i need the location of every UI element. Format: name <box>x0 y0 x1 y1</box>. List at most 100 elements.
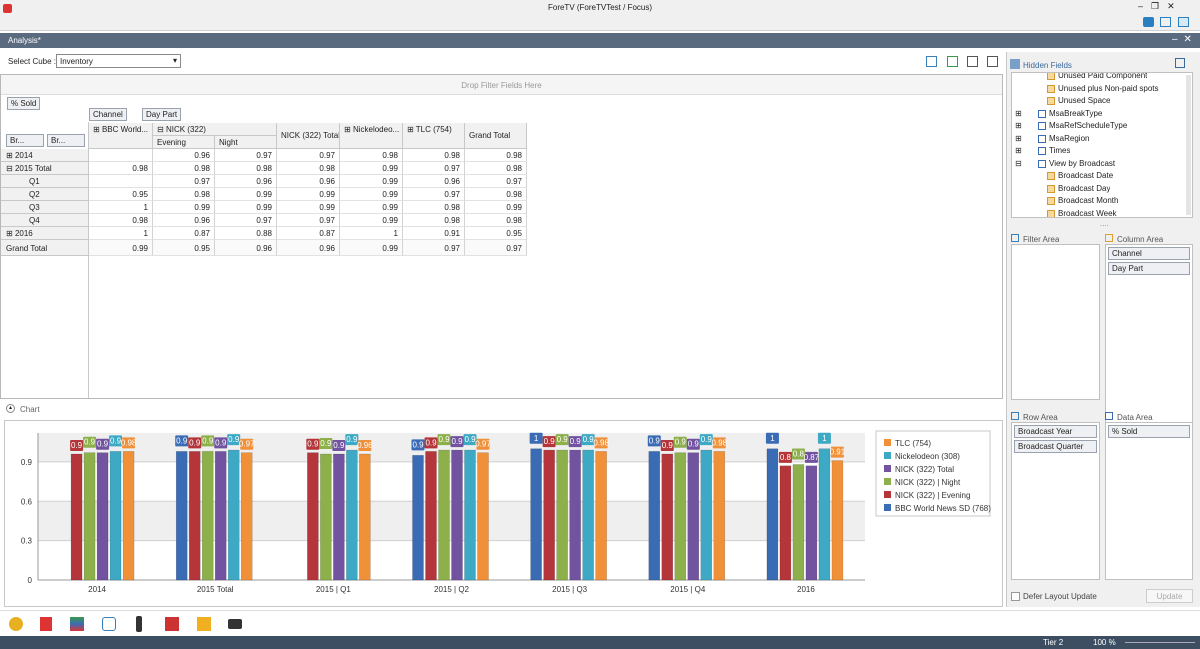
icon[interactable] <box>40 617 52 631</box>
value-label: 0.9 <box>544 437 556 446</box>
field-item[interactable]: Broadcast Week <box>1058 208 1117 218</box>
icon[interactable] <box>947 56 958 67</box>
row-field-button[interactable]: Br... <box>47 134 85 147</box>
layout-menu[interactable] <box>1175 58 1185 68</box>
column-field-button[interactable]: Day Part <box>142 108 182 121</box>
icon[interactable] <box>987 56 998 67</box>
area-icon <box>1105 412 1113 420</box>
pivot-cell: 0.98 <box>89 214 153 227</box>
field-item[interactable]: Broadcast Date <box>1058 171 1114 180</box>
update-button[interactable]: Update <box>1146 589 1193 603</box>
data-field-button[interactable]: % Sold <box>7 97 41 110</box>
pivot-cell: 0.96 <box>215 175 277 188</box>
zoom-slider[interactable] <box>1125 642 1195 643</box>
field-item[interactable]: Broadcast Day <box>1058 183 1111 193</box>
expander[interactable]: ⊞ <box>407 125 416 134</box>
bar <box>818 448 831 581</box>
column-field-button[interactable]: Channel <box>89 108 127 121</box>
value-label-box <box>201 435 215 447</box>
help-icon[interactable] <box>1143 17 1154 27</box>
value-label: 0.98 <box>711 438 727 447</box>
bar <box>83 452 96 581</box>
pivot-cell: 0.99 <box>340 214 403 227</box>
pivot-cell: 0.87 <box>153 227 215 240</box>
value-label-box <box>109 435 123 447</box>
value-label-box <box>175 435 189 447</box>
cube-select[interactable]: Inventory ▾ <box>56 54 181 68</box>
sub-header: Evening <box>153 136 215 149</box>
icon[interactable] <box>9 617 23 631</box>
value-label: 0.9 <box>557 435 569 444</box>
field-item[interactable]: Unused plus Non-paid spots <box>1058 83 1159 93</box>
layout-icon[interactable] <box>1160 17 1171 27</box>
value-label: 0.9 <box>649 436 661 445</box>
defer-checkbox[interactable] <box>1011 592 1020 601</box>
expander[interactable]: ⊞ <box>1015 146 1022 155</box>
icon[interactable] <box>967 56 978 67</box>
icon[interactable] <box>197 617 211 631</box>
expander[interactable]: ⊞ <box>1015 108 1022 118</box>
expander[interactable]: ⊞ <box>93 125 102 134</box>
expander[interactable]: ⊞ <box>344 125 353 134</box>
field-item[interactable]: View by Broadcast <box>1049 158 1116 168</box>
icon[interactable] <box>165 617 179 631</box>
pivot-cell <box>89 149 153 162</box>
icon[interactable] <box>70 617 84 631</box>
field-item[interactable]: MsaBreakType <box>1049 108 1103 118</box>
field-item[interactable]: Broadcast Month <box>1058 196 1119 205</box>
expander[interactable]: ⊟ <box>1015 158 1022 168</box>
area-field-button[interactable]: Broadcast Year <box>1014 425 1097 438</box>
grid-icon[interactable] <box>1178 17 1189 27</box>
icon[interactable] <box>926 56 937 67</box>
header-text: BBC World... <box>101 125 149 134</box>
row-field-button[interactable]: Br... <box>6 134 44 147</box>
value-label: 0.91 <box>830 448 846 457</box>
expander[interactable]: ⊞ <box>1015 121 1022 130</box>
column-header: ⊞ Nickelodeo... <box>340 123 403 149</box>
scrollbar[interactable] <box>1186 75 1191 215</box>
field-item[interactable]: Unused Space <box>1058 96 1111 105</box>
chart-panel-label: Chart <box>20 405 40 414</box>
pivot-cell: 0.97 <box>465 175 527 188</box>
area-field-button[interactable]: % Sold <box>1108 425 1190 438</box>
field-item[interactable]: MsaRefScheduleType <box>1049 121 1128 130</box>
value-label: 0.9 <box>425 438 437 447</box>
tab-title[interactable]: Analysis* <box>8 36 41 45</box>
collapse-icon[interactable]: ▴ <box>6 404 15 413</box>
expander[interactable]: ⊟ <box>6 164 15 173</box>
field-item[interactable]: Unused Paid Component <box>1058 72 1148 80</box>
field-item[interactable]: MsaRegion <box>1049 133 1090 143</box>
bar <box>464 449 476 581</box>
bar <box>201 451 214 581</box>
expander[interactable]: ⊞ <box>6 229 15 238</box>
value-label-box <box>411 439 425 451</box>
window-controls[interactable]: –❐✕ <box>1138 1 1183 11</box>
pivot-cell: 0.97 <box>215 214 277 227</box>
row-label: Grand Total <box>6 244 48 253</box>
pivot-cell: 1 <box>89 227 153 240</box>
row-header: ⊞ 2016 <box>1 227 89 240</box>
legend-swatch <box>884 439 891 446</box>
icon[interactable] <box>228 619 242 629</box>
area-field-button[interactable]: Broadcast Quarter <box>1014 440 1097 453</box>
field-list-panel: Hidden Fields Unused Paid Component Unuse… <box>1006 52 1200 607</box>
tab-bar: Analysis* –✕ <box>0 33 1200 48</box>
tab-controls[interactable]: –✕ <box>1172 34 1198 45</box>
pivot-cell: 0.96 <box>403 175 465 188</box>
legend-swatch <box>884 478 891 485</box>
pivot-cell: 0.96 <box>215 240 277 256</box>
icon[interactable] <box>136 616 142 632</box>
filter-drop-zone[interactable]: Drop Filter Fields Here <box>1 75 1002 95</box>
area-field-button[interactable]: Channel <box>1108 247 1190 260</box>
area-field-button[interactable]: Day Part <box>1108 262 1190 275</box>
value-label: 0.9 <box>412 440 424 449</box>
expander[interactable]: ⊞ <box>1015 133 1022 143</box>
pivot-cell: 0.97 <box>277 214 340 227</box>
row-header: Q1 <box>1 175 89 188</box>
expander[interactable]: ⊞ <box>6 151 15 160</box>
row-header: Grand Total <box>1 240 89 256</box>
field-item[interactable]: Times <box>1049 146 1071 155</box>
expander[interactable]: ⊟ <box>157 125 166 134</box>
icon[interactable] <box>102 617 116 631</box>
value-label-box <box>568 436 582 448</box>
